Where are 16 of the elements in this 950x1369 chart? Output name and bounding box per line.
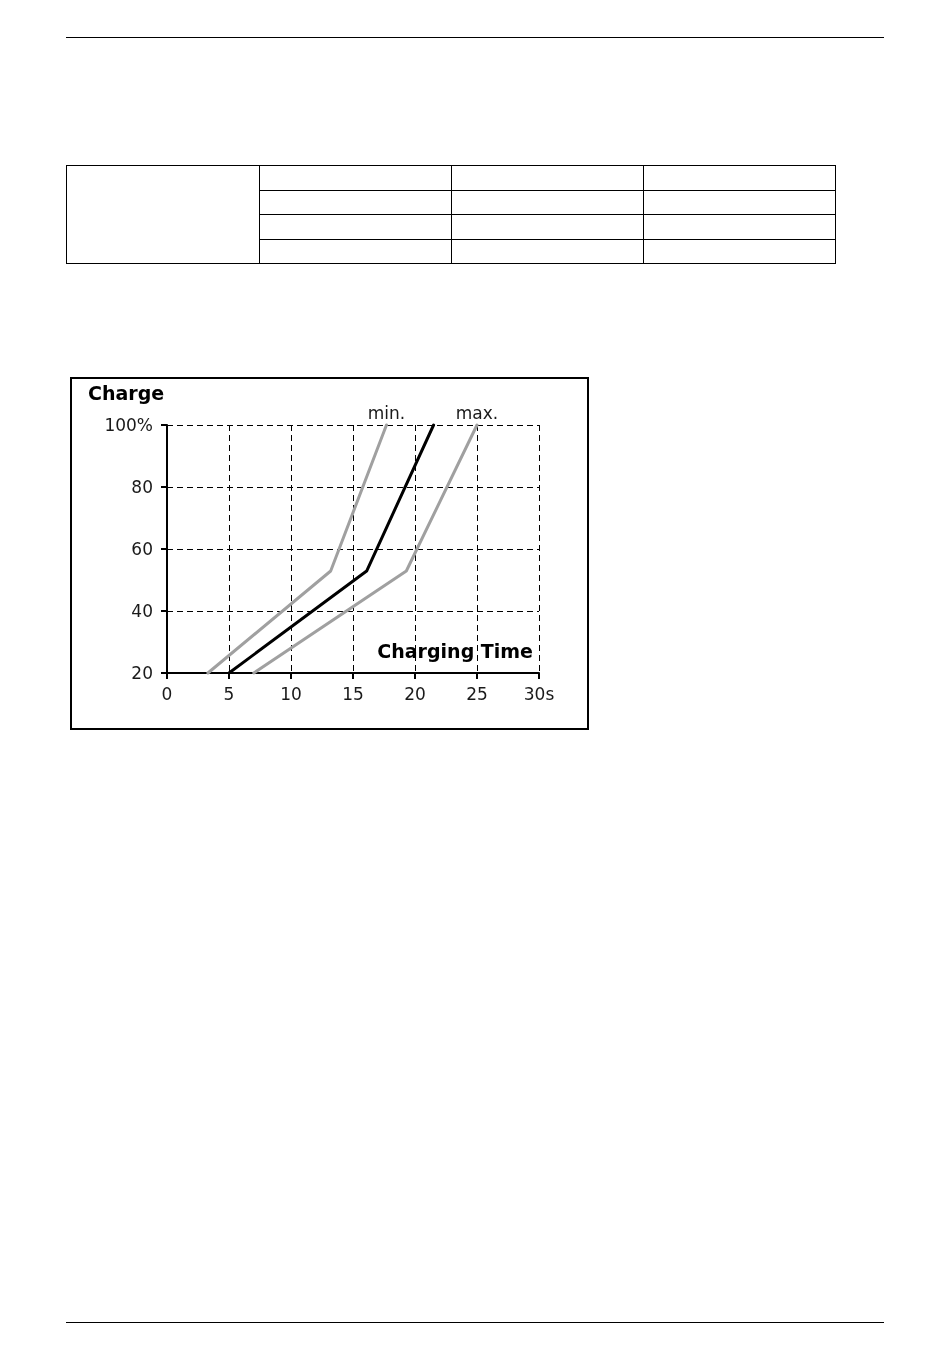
series-label: max. — [455, 402, 499, 423]
x-tick-label: 25 — [466, 683, 488, 704]
y-tick-label: 100% — [104, 415, 153, 435]
y-tick-label: 40 — [131, 601, 153, 621]
x-tick-label: 30s — [523, 683, 555, 704]
y-tick-label: 60 — [131, 539, 153, 559]
y-axis-title: Charge — [88, 381, 165, 404]
y-tick-label: 80 — [131, 477, 153, 497]
x-tick-label: 0 — [161, 683, 173, 704]
y-tick-label: 20 — [131, 663, 153, 683]
x-tick-label: 5 — [223, 683, 235, 704]
x-tick-label: 20 — [404, 683, 426, 704]
x-axis-title: Charging Time — [377, 639, 534, 662]
x-tick-label: 10 — [280, 683, 302, 704]
series-label: min. — [367, 402, 406, 423]
x-tick-label: 15 — [342, 683, 364, 704]
